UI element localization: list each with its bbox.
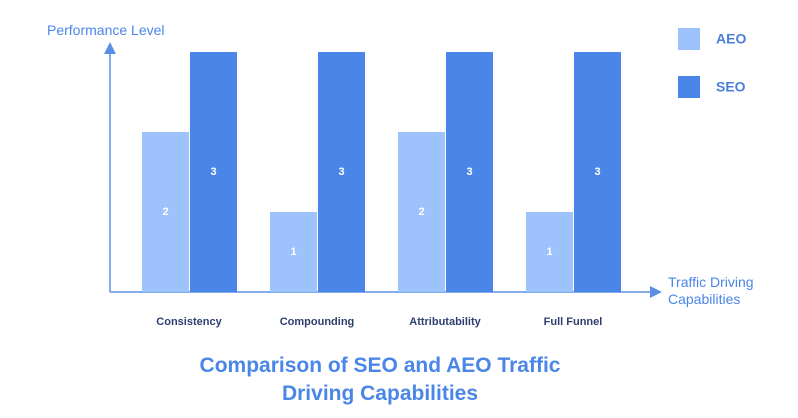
x-tick-label: Compounding (280, 316, 355, 328)
y-axis-label: Performance Level (47, 22, 165, 38)
legend-label: AEO (716, 31, 746, 47)
x-axis-label: Traffic Driving Capabilities (668, 274, 754, 307)
value-label: 3 (210, 166, 216, 178)
bar (574, 52, 621, 292)
value-label: 3 (466, 166, 472, 178)
bar (526, 212, 573, 292)
x-tick-label: Full Funnel (544, 316, 603, 328)
bar (190, 52, 237, 292)
value-label: 1 (290, 246, 296, 258)
bar (446, 52, 493, 292)
legend-swatch (678, 76, 700, 98)
value-label: 1 (546, 246, 552, 258)
legend-swatch (678, 28, 700, 50)
value-label: 3 (338, 166, 344, 178)
bar (318, 52, 365, 292)
value-label: 3 (594, 166, 600, 178)
x-tick-label: Consistency (156, 316, 222, 328)
chart-title: Comparison of SEO and AEO Traffic Drivin… (199, 354, 561, 405)
value-label: 2 (162, 206, 168, 218)
x-tick-label: Attributability (409, 316, 481, 328)
bar (142, 132, 189, 292)
bar (270, 212, 317, 292)
legend-label: SEO (716, 79, 746, 95)
value-label: 2 (418, 206, 424, 218)
bar (398, 132, 445, 292)
